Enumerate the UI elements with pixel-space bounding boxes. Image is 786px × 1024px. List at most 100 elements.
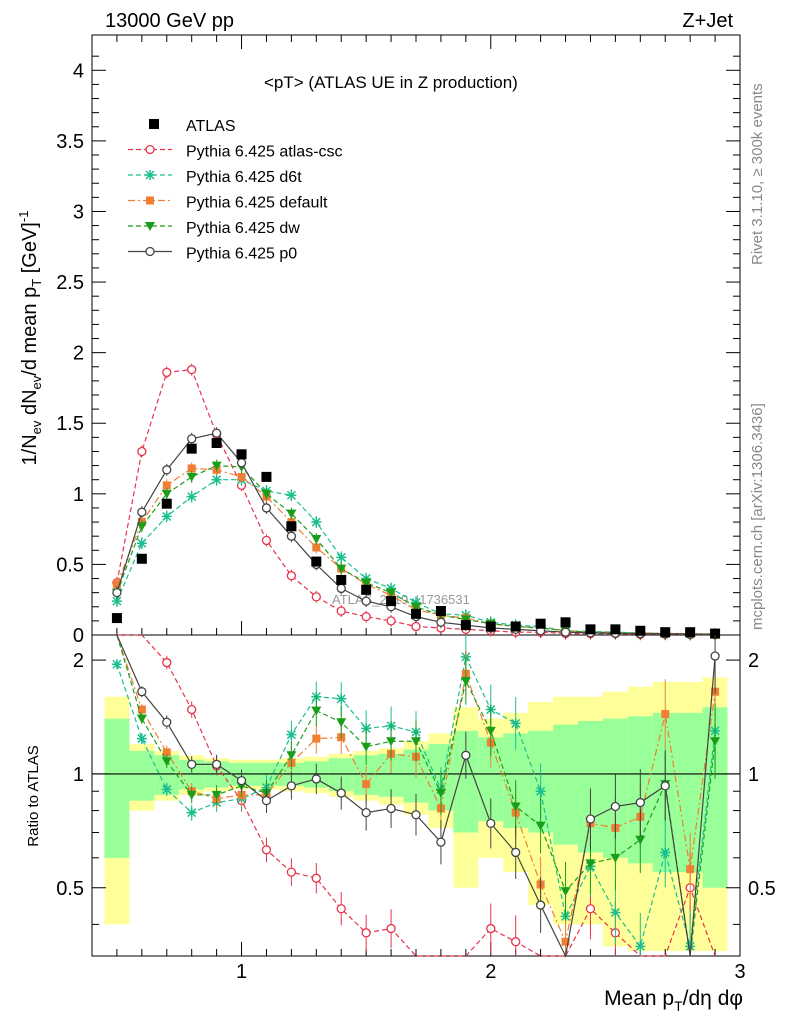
- ratio-point: [561, 937, 570, 946]
- ratio-point: [560, 887, 571, 897]
- band-inner: [553, 724, 578, 845]
- ratio-point: [236, 775, 247, 786]
- series-point: [137, 507, 147, 517]
- ratio-point: [485, 726, 496, 736]
- ratio-point: [585, 859, 596, 869]
- ratio-point: [362, 780, 371, 789]
- data-point: [386, 596, 397, 607]
- series-point: [312, 543, 321, 552]
- band-inner: [104, 718, 130, 858]
- series-point: [186, 491, 197, 502]
- legend-label: Pythia 6.425 default: [186, 195, 328, 212]
- data-point: [136, 553, 147, 564]
- ratio-tick-label: 1: [73, 764, 84, 786]
- legend-marker: [145, 170, 155, 180]
- chart-title: <pT> (ATLAS UE in Z production): [264, 73, 518, 92]
- series-point: [311, 592, 321, 602]
- data-point: [261, 471, 272, 482]
- ratio-series: [111, 634, 721, 958]
- series-point: [361, 596, 371, 606]
- ratio-point: [486, 923, 496, 934]
- ratio-y-axis-label: Ratio to ATLAS: [25, 745, 42, 846]
- ratio-point: [311, 774, 321, 784]
- legend: ATLAS Pythia 6.425 atlas-csc Pythia 6.425 …: [128, 118, 343, 263]
- ratio-point: [710, 737, 721, 747]
- legend-label-atlas: ATLAS: [186, 118, 236, 135]
- series-point: [336, 583, 346, 594]
- data-point: [685, 627, 696, 638]
- ratio-point: [187, 759, 197, 770]
- ratio-point: [535, 821, 546, 831]
- series-point: [261, 535, 272, 546]
- ratio-point: [361, 928, 371, 938]
- ratio-point: [361, 807, 371, 818]
- rivet-label: Rivet 3.1.10, ≥ 300k events: [749, 83, 766, 265]
- ratio-point: [336, 788, 346, 798]
- ratio-point: [286, 751, 297, 761]
- ratio-point: [286, 867, 297, 877]
- series-point: [261, 489, 272, 499]
- ratio-point: [186, 807, 197, 818]
- ratio-tick-label-right: 0.5: [748, 878, 776, 900]
- ratio-point: [161, 784, 172, 795]
- y-tick-label: 3: [73, 201, 84, 223]
- legend-marker: [145, 222, 155, 231]
- data-point: [336, 574, 347, 585]
- series-point: [236, 458, 247, 468]
- series-point: [336, 606, 346, 616]
- series-point: [187, 364, 197, 375]
- ratio-point: [435, 789, 446, 799]
- ratio-point: [261, 795, 272, 806]
- ratio-point: [585, 814, 596, 824]
- ratio-point: [312, 734, 321, 743]
- data-point: [585, 624, 596, 635]
- ratio-point: [311, 706, 322, 716]
- series-point: [237, 472, 246, 481]
- data-point: [311, 556, 322, 567]
- legend-label: Pythia 6.425 atlas-csc: [186, 144, 343, 161]
- channel-label: Z+Jet: [682, 10, 733, 32]
- data-point: [435, 606, 446, 616]
- ratio-point: [211, 759, 222, 770]
- series-point: [361, 611, 371, 622]
- ratio-point: [635, 797, 645, 808]
- ratio-point: [610, 853, 621, 863]
- ratio-point: [436, 837, 446, 847]
- data-point: [510, 621, 521, 632]
- ratio-point: [286, 781, 297, 791]
- legend-label: Pythia 6.425 dw: [186, 220, 300, 237]
- ratio-point: [710, 651, 720, 661]
- data-point: [361, 584, 372, 595]
- ratio-point: [261, 845, 272, 855]
- y-axis-label: 1/Nev dNev/d mean pT [GeV]-1: [16, 211, 44, 466]
- data-point: [460, 620, 471, 631]
- series-point: [162, 465, 172, 475]
- ratio-point: [136, 714, 147, 724]
- ratio-point: [486, 818, 496, 829]
- ratio-tick-label: 2: [73, 650, 84, 672]
- ratio-tick-label-right: 1: [748, 764, 759, 786]
- ratio-point: [137, 705, 146, 714]
- ratio-point: [635, 941, 646, 952]
- series-point: [286, 571, 297, 581]
- series-point: [560, 627, 571, 637]
- series-point: [211, 461, 222, 471]
- ratio-point: [511, 847, 521, 858]
- data-point: [535, 618, 546, 629]
- ratio-point: [685, 941, 696, 952]
- data-point: [286, 521, 297, 532]
- series-point: [161, 489, 172, 499]
- x-tick-label: 1: [236, 961, 247, 983]
- ratio-point: [137, 687, 147, 697]
- ratio-point: [361, 742, 372, 752]
- ratio-point: [286, 729, 297, 740]
- legend-marker: [145, 144, 155, 155]
- data-point: [236, 449, 247, 460]
- ratio-tick-label: 0.5: [56, 878, 84, 900]
- series-point: [162, 481, 171, 490]
- legend-label: Pythia 6.425 d6t: [186, 169, 302, 186]
- y-tick-label: 2: [73, 343, 84, 365]
- y-tick-label: 0: [73, 625, 84, 647]
- ratio-point: [660, 781, 670, 791]
